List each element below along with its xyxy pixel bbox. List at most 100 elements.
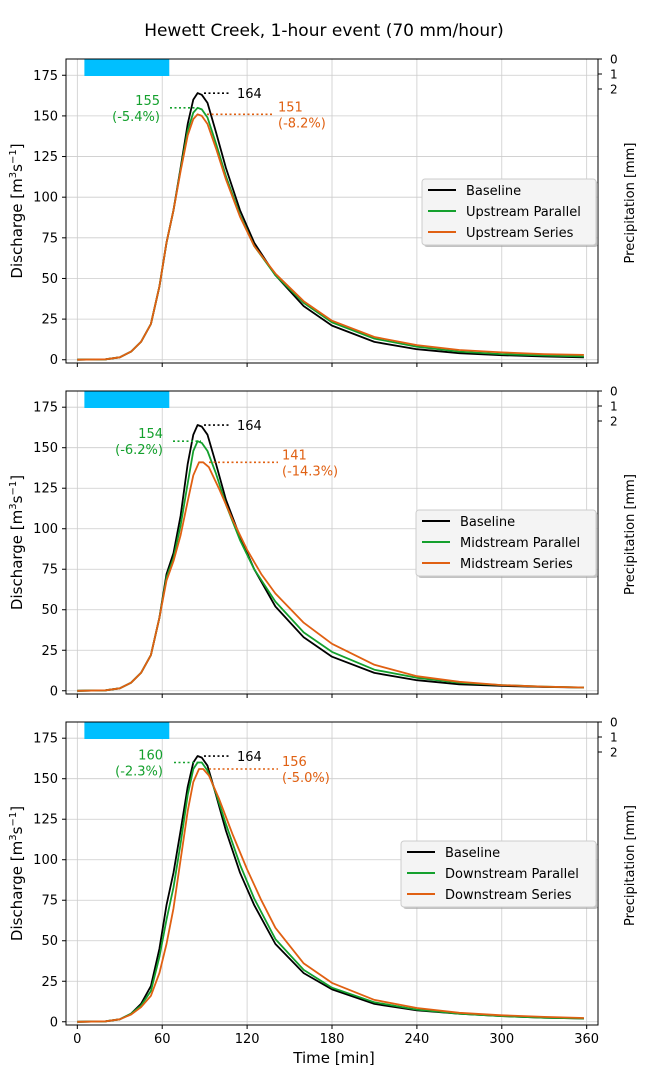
x-tick-label: 60 (154, 1032, 171, 1047)
y2-axis-label: Precipitation [mm] (623, 805, 638, 926)
x-tick-label: 240 (404, 1032, 429, 1047)
y-axis-label: Discharge [m3s−1] (8, 806, 26, 941)
peak-change-series: (-14.3%) (282, 464, 338, 479)
y-tick-label: 25 (41, 313, 58, 328)
peak-change-series: (-8.2%) (278, 116, 326, 131)
y2-tick-label: 1 (610, 68, 618, 82)
peak-label-parallel: 155 (135, 94, 160, 109)
y2-axis-label: Precipitation [mm] (623, 143, 638, 264)
y-axis-label: Discharge [m3s−1] (8, 475, 26, 610)
peak-change-parallel: (-6.2%) (115, 443, 163, 458)
y2-tick-label: 2 (610, 746, 618, 760)
series-line-series (77, 461, 584, 692)
peak-change-series: (-5.0%) (282, 771, 330, 786)
y2-tick-label: 2 (610, 83, 618, 97)
y-tick-label: 25 (41, 975, 58, 990)
y-tick-label: 0 (50, 353, 58, 368)
y-axis-label: Discharge [m3s−1] (8, 143, 26, 278)
peak-change-parallel: (-5.4%) (112, 110, 160, 125)
x-tick-label: 300 (489, 1032, 514, 1047)
legend-label-baseline: Baseline (460, 515, 515, 530)
y-axis-label-part: ] (8, 806, 26, 812)
y-tick-label: 50 (41, 934, 58, 949)
rainfall-bar (84, 722, 170, 739)
legend-label-baseline: Baseline (445, 846, 500, 861)
y2-tick-label: 2 (610, 415, 618, 429)
x-tick-label: 0 (73, 1032, 81, 1047)
y-axis-label-part: 3 (8, 834, 19, 840)
legend-box (421, 178, 597, 246)
y-axis-label-part: s (8, 826, 26, 834)
legend-label-series: Upstream Series (466, 226, 574, 241)
peak-label-series: 156 (282, 755, 307, 770)
legend-label-parallel: Midstream Parallel (460, 536, 580, 551)
peak-label-series: 151 (278, 100, 303, 115)
rainfall-bar (84, 59, 170, 76)
y2-tick-label: 1 (610, 400, 618, 414)
y2-axis-label: Precipitation [mm] (623, 474, 638, 595)
y2-tick-label: 0 (610, 385, 618, 399)
y-axis-label-part: 3 (8, 503, 19, 509)
y-axis-label-part: Discharge [m (8, 841, 26, 941)
legend-label-parallel: Upstream Parallel (466, 205, 581, 220)
y-axis-label-part: −1 (8, 812, 19, 827)
legend-box (400, 840, 597, 908)
y-tick-label: 175 (33, 732, 58, 747)
x-axis-label: Time [min] (292, 1049, 374, 1067)
legend: Baseline Upstream Parallel Upstream Series (421, 178, 598, 247)
y-tick-label: 125 (33, 813, 58, 828)
y2-tick-label: 0 (610, 716, 618, 730)
y-tick-label: 75 (41, 231, 58, 246)
legend-box (415, 509, 597, 577)
y-tick-label: 100 (33, 853, 58, 868)
y-tick-label: 100 (33, 522, 58, 537)
legend-label-series: Downstream Series (445, 888, 572, 903)
y-axis-label-part: −1 (8, 481, 19, 496)
y-tick-label: 100 (33, 191, 58, 206)
legend: Baseline Downstream Parallel Downstream Se… (400, 840, 598, 909)
series-line-parallel (77, 761, 584, 1023)
x-tick-label: 120 (235, 1032, 260, 1047)
y-tick-label: 25 (41, 644, 58, 659)
y-tick-label: 125 (33, 482, 58, 497)
peak-label-baseline: 164 (237, 750, 262, 765)
peak-label-series: 141 (282, 448, 307, 463)
y-axis-label-part: ] (8, 475, 26, 481)
peak-label-baseline: 164 (237, 419, 262, 434)
y-tick-label: 0 (50, 1015, 58, 1030)
y-tick-label: 50 (41, 272, 58, 287)
y-axis-label-part: Discharge [m (8, 510, 26, 610)
y-tick-label: 75 (41, 894, 58, 909)
x-tick-label: 360 (574, 1032, 599, 1047)
legend-label-series: Midstream Series (460, 557, 573, 572)
rainfall-bar (84, 391, 170, 408)
y-axis-label-part: s (8, 164, 26, 172)
y-axis-label-part: s (8, 495, 26, 503)
y2-tick-label: 0 (610, 53, 618, 67)
y-axis-label-part: −1 (8, 149, 19, 164)
legend-label-parallel: Downstream Parallel (445, 867, 579, 882)
y-axis-label-part: 3 (8, 172, 19, 178)
y-tick-label: 150 (33, 109, 58, 124)
peak-label-parallel: 154 (138, 427, 163, 442)
y-tick-label: 175 (33, 401, 58, 416)
y-tick-label: 50 (41, 603, 58, 618)
x-tick-label: 180 (320, 1032, 345, 1047)
series-line-baseline (77, 755, 584, 1023)
series-line-series (77, 113, 584, 361)
peak-label-parallel: 160 (138, 749, 163, 764)
y-tick-label: 125 (33, 150, 58, 165)
y-tick-label: 150 (33, 772, 58, 787)
y-axis-label-part: Discharge [m (8, 178, 26, 278)
y2-tick-label: 1 (610, 731, 618, 745)
y-tick-label: 0 (50, 684, 58, 699)
legend-label-baseline: Baseline (466, 184, 521, 199)
y-axis-label-part: ] (8, 143, 26, 149)
peak-change-parallel: (-2.3%) (115, 765, 163, 780)
peak-label-baseline: 164 (237, 87, 262, 102)
